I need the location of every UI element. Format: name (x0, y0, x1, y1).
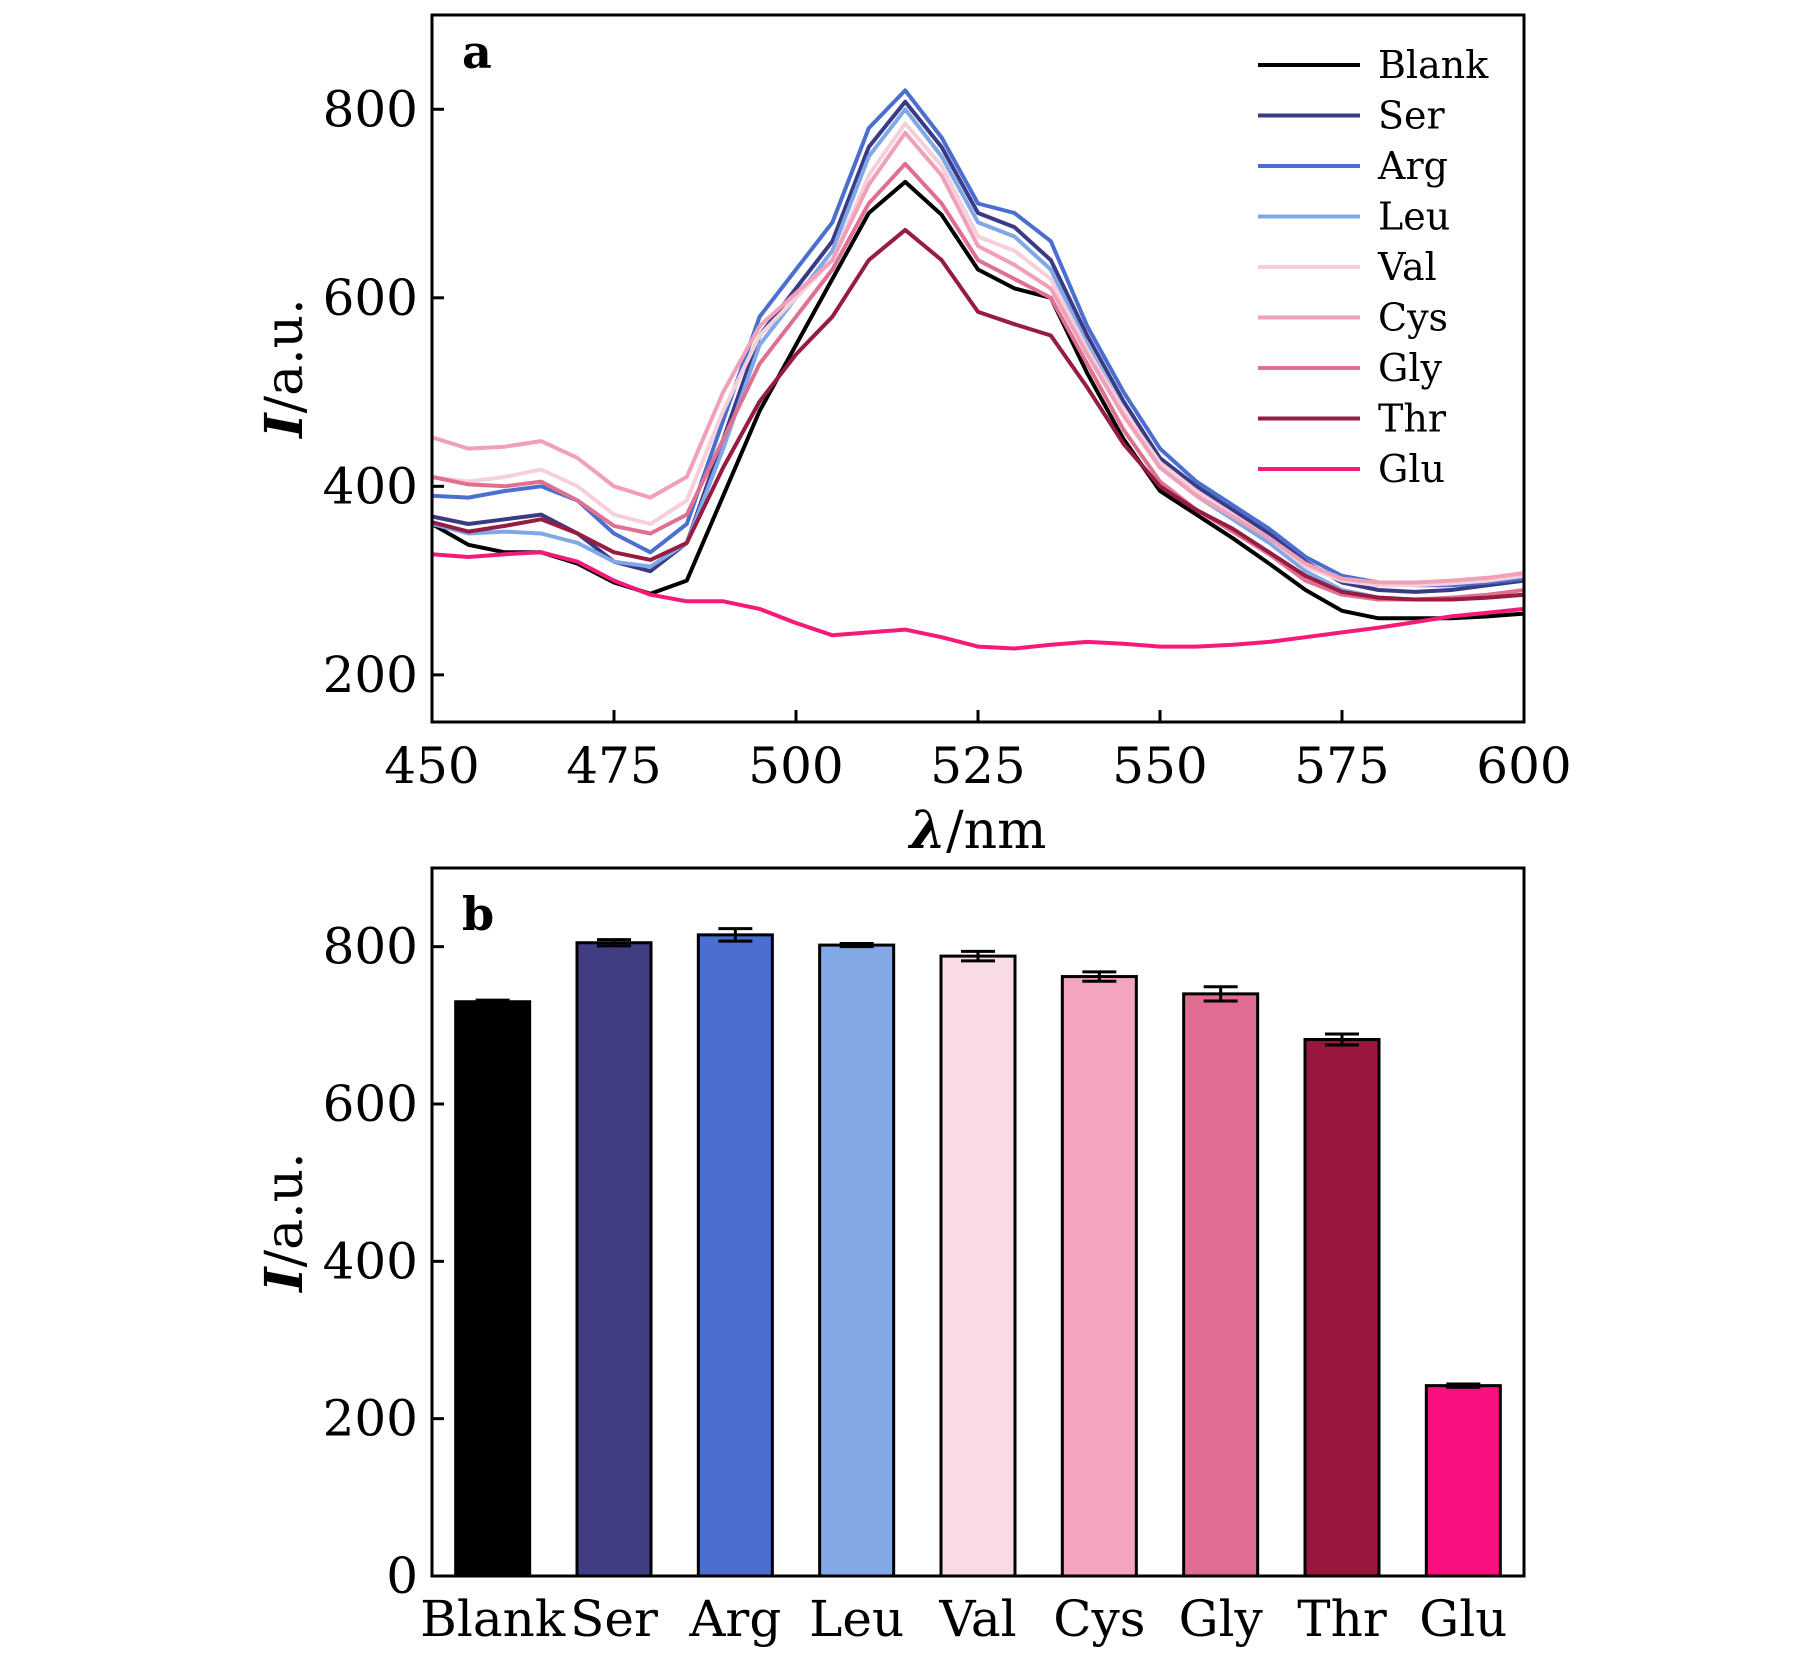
legend-label-gly: Gly (1378, 346, 1443, 390)
legend-label-cys: Cys (1378, 296, 1448, 340)
bar-glu (1424, 1384, 1502, 1578)
y-tick-label: 400 (323, 1232, 418, 1290)
y-tick-label: 600 (323, 269, 418, 327)
panel-a-y-axis-label-unit: /a.u. (255, 298, 315, 413)
y-tick-label: 400 (323, 457, 418, 515)
panel-a-series-lines (431, 88, 1525, 651)
panel-b-ticks: 0 200 400 600 800 (323, 918, 444, 1605)
panel-a-legend: Blank Ser Arg Leu Val Cys Gly Thr Glu (1258, 43, 1489, 491)
panel-a-y-axis-label: I/a.u. (254, 298, 315, 439)
panel-a-y-axis-label-symbol: I (254, 412, 315, 440)
series-line-glu (431, 550, 1525, 651)
category-label-ser: Ser (570, 1590, 658, 1648)
category-label-blank: Blank (420, 1590, 566, 1648)
series-line-cys (431, 130, 1525, 585)
bar-thr (1303, 1037, 1381, 1578)
series-line-gly (431, 161, 1525, 602)
x-tick-label: 500 (748, 737, 843, 795)
legend-label-ser: Ser (1378, 94, 1446, 138)
category-label-gly: Gly (1179, 1590, 1264, 1648)
category-label-cys: Cys (1053, 1590, 1145, 1648)
panel-b-frame (430, 866, 1526, 1578)
legend-label-leu: Leu (1378, 195, 1450, 239)
legend-label-thr: Thr (1378, 397, 1447, 441)
panel-b-y-axis-label-symbol: I (254, 1266, 315, 1294)
x-tick-label: 475 (566, 737, 661, 795)
x-tick-label: 575 (1294, 737, 1389, 795)
bar-leu (818, 943, 896, 1578)
y-tick-label: 200 (323, 646, 418, 704)
panel-b-bar-chart: Blank Ser Arg Leu Val Cys Gly Thr Glu 0 200 400 600… (254, 866, 1526, 1648)
bar-ser (575, 941, 653, 1578)
y-tick-label: 0 (386, 1547, 418, 1605)
category-label-arg: Arg (688, 1590, 781, 1648)
x-tick-label: 600 (1476, 737, 1571, 795)
y-tick-label: 800 (323, 80, 418, 138)
category-label-glu: Glu (1419, 1590, 1507, 1648)
y-tick-label: 600 (323, 1075, 418, 1133)
panel-b-y-axis-label: I/a.u. (254, 1152, 315, 1293)
series-line-thr (431, 227, 1525, 602)
legend-label-val: Val (1377, 245, 1437, 289)
legend-label-arg: Arg (1377, 144, 1448, 188)
category-label-leu: Leu (809, 1590, 904, 1648)
panel-a-x-axis-label: λ/nm (908, 800, 1047, 861)
legend-label-blank: Blank (1378, 43, 1489, 87)
series-line-leu (431, 107, 1525, 602)
panel-a-label: a (462, 25, 492, 79)
legend-label-glu: Glu (1378, 447, 1445, 491)
series-line-arg (431, 88, 1525, 588)
panel-b-y-axis-label-unit: /a.u. (255, 1152, 315, 1267)
category-label-val: Val (938, 1590, 1016, 1648)
panel-a-x-axis-label-symbol: λ (908, 800, 946, 861)
bar-cys (1060, 975, 1138, 1578)
bar-arg (696, 933, 774, 1578)
panel-b-bars: Blank Ser Arg Leu Val Cys Gly Thr Glu (420, 927, 1507, 1648)
panel-a-ticks: 450 475 500 525 550 575 600 200 400 600 800 (323, 80, 1572, 795)
panel-a-line-chart: 450 475 500 525 550 575 600 200 400 600 800 a Blan… (254, 13, 1572, 861)
bar-blank (454, 1000, 532, 1578)
panel-a-x-axis-label-unit: /nm (946, 801, 1046, 861)
x-tick-label: 550 (1112, 737, 1207, 795)
x-tick-label: 450 (384, 737, 479, 795)
x-tick-label: 525 (930, 737, 1025, 795)
bar-val (939, 954, 1017, 1578)
category-label-thr: Thr (1297, 1590, 1387, 1648)
bar-gly (1182, 992, 1260, 1578)
y-tick-label: 200 (323, 1390, 418, 1448)
y-tick-label: 800 (323, 918, 418, 976)
panel-b-label: b (462, 887, 494, 941)
